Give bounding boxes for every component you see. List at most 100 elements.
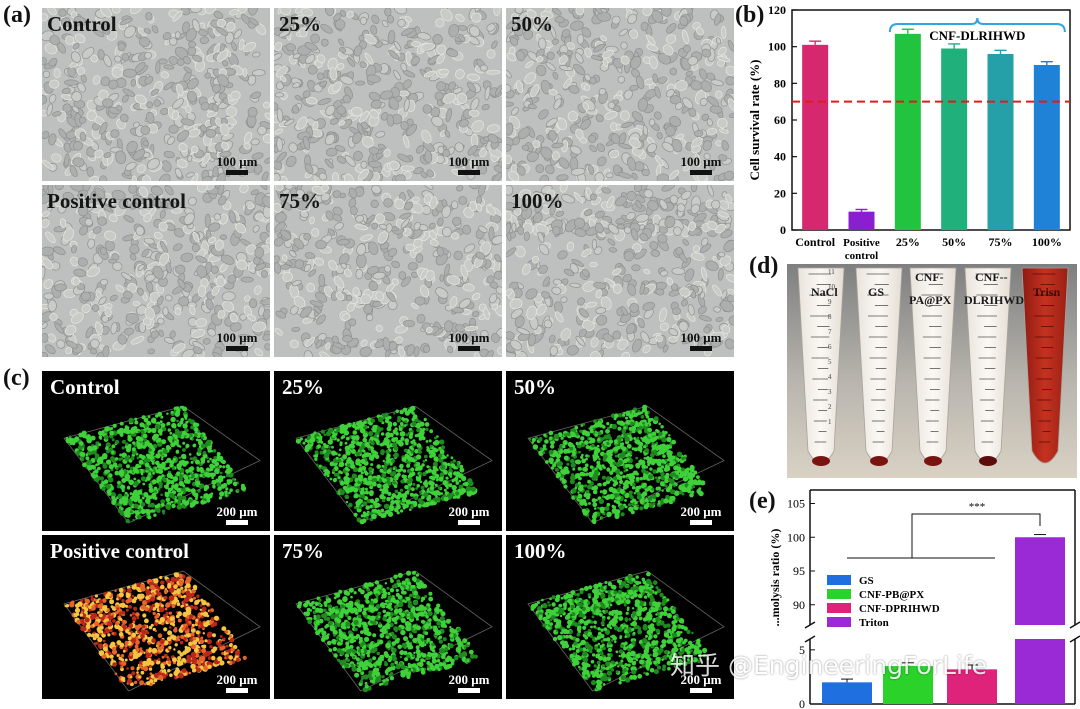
cell-surface-render — [63, 570, 261, 692]
render-bounding-box — [527, 405, 725, 524]
confocal-tile: 100% 200 μm — [506, 535, 734, 699]
rbc-pellet — [924, 456, 942, 466]
panel-label-c: (c) — [3, 365, 30, 391]
centrifuge-tube — [1021, 267, 1069, 464]
scale-bar: 200 μm — [446, 505, 492, 525]
tube-scale-number: 9 — [828, 298, 832, 306]
tube-label: DLRIHWD — [964, 293, 1024, 307]
y-tick-label: 100 — [768, 40, 786, 54]
cell-surface-render — [295, 405, 493, 525]
plot-frame — [791, 9, 1071, 231]
bar — [987, 54, 1014, 230]
bar — [822, 682, 872, 704]
panel-label-b: (b) — [735, 2, 765, 28]
rbc-pellet — [812, 456, 830, 466]
x-tick-label: control — [845, 250, 878, 262]
tube-label: GS — [868, 285, 884, 299]
cell-texture-group — [42, 8, 270, 181]
tile-label: 25% — [279, 12, 321, 36]
y-tick-label: 100 — [787, 530, 805, 544]
tile-label: 100% — [514, 539, 567, 563]
legend-label: CNF-DPRIHWD — [859, 603, 940, 615]
panel-label-e: (e) — [749, 488, 776, 514]
micrograph-tile: 50% 100 μm — [506, 8, 734, 181]
tile-label: 100% — [511, 189, 564, 213]
significance-bracket — [847, 513, 1041, 559]
tube-scale-number: 8 — [828, 313, 832, 321]
cell-texture — [274, 185, 502, 357]
tube-scale-number: 10 — [828, 283, 836, 291]
micrograph-tile: 25% 100 μm — [274, 8, 502, 181]
x-tick-label: 100% — [1032, 235, 1062, 249]
legend-swatch — [827, 589, 851, 599]
scale-bar: 100 μm — [446, 155, 492, 175]
micrograph-tile: 100% 100 μm — [506, 185, 734, 357]
cell-texture-group — [274, 8, 502, 181]
y-tick-label: 20 — [774, 186, 786, 200]
hemolysis-tubes-photo: 11 10 9 8 7 6 5 4 3 2 1 NaCl GS CNF- PA@PX CNF-- DLRIHWD… — [787, 264, 1077, 478]
cell-texture — [42, 185, 270, 357]
legend-swatch — [827, 603, 851, 613]
y-axis-label: Cell survival rate (%) — [747, 60, 762, 181]
scale-bar: 100 μm — [678, 331, 724, 351]
scale-bar: 100 μm — [214, 331, 260, 351]
cell-texture — [274, 8, 502, 181]
legend-swatch — [827, 617, 851, 627]
rbc-pellet — [979, 456, 997, 466]
y-tick-label: 0 — [780, 223, 786, 237]
confocal-tile: 75% 200 μm — [274, 535, 502, 699]
cell-texture-group — [506, 185, 734, 357]
cell-texture-group — [274, 185, 502, 357]
panel-label-a: (a) — [3, 2, 31, 28]
tube-scale-number: 2 — [828, 403, 832, 411]
micrograph-tile: Positive control 100 μm — [42, 185, 270, 357]
bar — [941, 48, 968, 230]
tube-label: PA@PX — [909, 293, 952, 307]
x-tick-label: 75% — [989, 235, 1013, 249]
tile-label: Control — [47, 12, 117, 36]
tube-scale-number: 6 — [828, 343, 832, 351]
y-tick-label: 0 — [799, 697, 805, 709]
render-bounding-box — [63, 570, 261, 692]
y-tick-label: 120 — [768, 3, 786, 17]
cell-dots-group — [530, 571, 710, 692]
tube-label: CNF-- — [975, 270, 1008, 284]
x-tick-label: Control — [795, 235, 835, 249]
panel-label-d: (d) — [749, 253, 779, 279]
cell-texture — [506, 185, 734, 357]
cell-dots-group — [296, 570, 478, 693]
rbc-pellet — [870, 456, 888, 466]
axis-break-gap — [802, 625, 1080, 639]
tile-label: 25% — [282, 375, 324, 399]
tile-label: 50% — [514, 375, 556, 399]
cell-survival-chart: Cell survival rate (%) 0 20 40 60 80 100 120 Co… — [747, 3, 1071, 262]
scale-bar: 100 μm — [214, 155, 260, 175]
legend-swatch — [827, 575, 851, 585]
bar — [848, 211, 875, 230]
bar — [802, 44, 829, 231]
x-tick-label: Positive — [843, 237, 880, 249]
cell-surface-render — [527, 570, 725, 692]
tile-label: 50% — [511, 12, 553, 36]
y-tick-label: 80 — [774, 76, 786, 90]
bar — [1033, 65, 1060, 230]
tube-scale-number: 3 — [828, 388, 832, 396]
significance-label: *** — [969, 501, 986, 513]
confocal-tile: Positive control 200 μm — [42, 535, 270, 699]
tile-label: 75% — [282, 539, 324, 563]
tube-scale-number: 4 — [828, 373, 832, 381]
legend-label: Triton — [859, 617, 889, 629]
scale-bar: 100 μm — [446, 331, 492, 351]
y-tick-label: 40 — [774, 150, 786, 164]
x-tick-label: 25% — [896, 235, 920, 249]
bar-lower — [1015, 639, 1065, 704]
y-tick-label: 60 — [774, 113, 786, 127]
tube-scale-number: 7 — [828, 328, 832, 336]
cell-dots-group — [65, 405, 247, 524]
tube-scale-number: 11 — [828, 268, 835, 276]
axis-break-mark — [804, 621, 816, 629]
scale-bar: 200 μm — [678, 673, 724, 693]
cell-texture-group — [42, 185, 270, 357]
cell-texture-group — [506, 8, 734, 181]
tube-label: Trisn — [1033, 285, 1060, 299]
